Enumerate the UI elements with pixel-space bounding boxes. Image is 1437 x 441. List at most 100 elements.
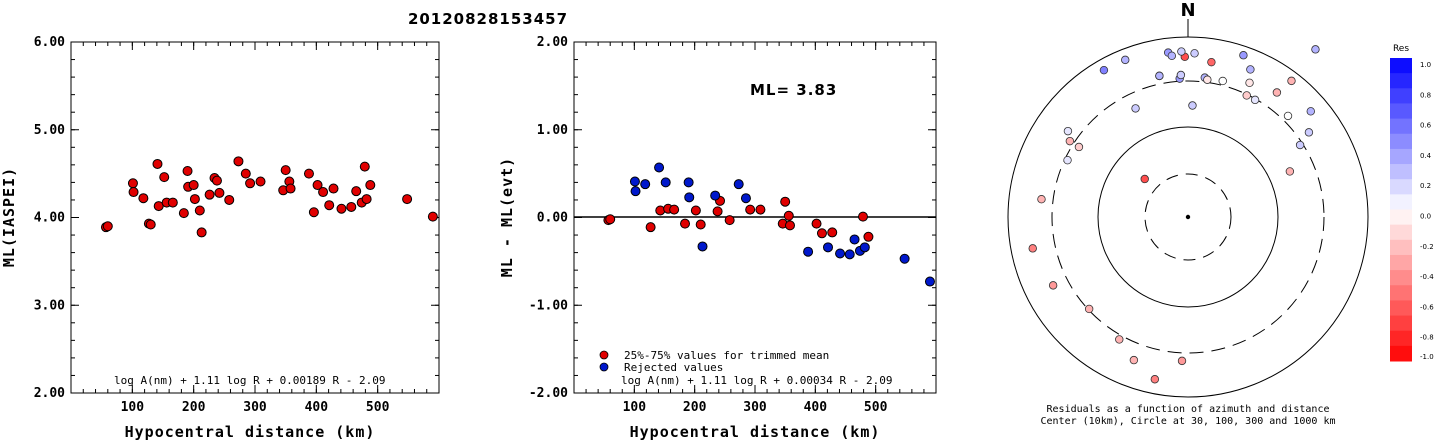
trimmed-residual-point	[690, 205, 701, 216]
ml-station-point	[427, 211, 438, 222]
colorbar-tick-label: 0.0	[1420, 213, 1431, 221]
azimuth-residual-point	[1074, 142, 1084, 152]
colorbar-segment	[1390, 73, 1412, 89]
ml-y-tick-label: 2.00	[34, 386, 65, 401]
ml-x-tick-label: 100	[121, 400, 145, 415]
azimuth-residual-point	[1272, 88, 1282, 97]
ml-x-tick-label: 200	[182, 400, 206, 415]
azimuth-residual-point	[1177, 356, 1187, 366]
ml-station-point	[328, 183, 339, 194]
ml-station-point	[346, 201, 357, 212]
ml-station-point	[324, 200, 335, 211]
azimuth-residual-point	[1121, 55, 1130, 65]
azimuth-residual-point	[1190, 49, 1199, 58]
ring-100km	[1097, 126, 1279, 308]
colorbar-segment	[1390, 254, 1412, 271]
trimmed-residual-point	[680, 218, 691, 229]
north-label: N	[1180, 0, 1195, 21]
azimuth-residual-point	[1115, 335, 1124, 344]
azimuth-residual-point	[1099, 65, 1109, 75]
azimuth-panel: N Residuals as a function of azimuth and…	[1007, 0, 1434, 427]
ml-station-point	[233, 156, 244, 167]
ml-station-point	[194, 205, 205, 216]
ml-x-tick-label: 500	[366, 400, 390, 415]
azimuth-residual-point	[1167, 51, 1177, 61]
trimmed-residual-point	[784, 220, 795, 231]
azimuth-residual-point	[1245, 78, 1254, 88]
ml-x-axis-label: Hypocentral distance (km)	[125, 423, 376, 441]
ml-station-point	[365, 180, 376, 191]
azimuth-residual-point	[1063, 126, 1073, 136]
trimmed-residual-point	[645, 222, 656, 233]
ml-y-tick-label: 6.00	[34, 35, 65, 50]
colorbar-title: Res	[1393, 44, 1409, 54]
ml-station-point	[178, 208, 189, 219]
ml-station-point	[285, 183, 296, 194]
trimmed-residual-point	[724, 215, 735, 226]
colorbar-segment	[1390, 270, 1412, 286]
rejected-residual-point	[697, 241, 708, 252]
ml-station-point	[188, 180, 199, 191]
azimuth-residual-point	[1065, 136, 1075, 146]
rejected-residual-point	[683, 177, 694, 188]
residual-y-tick-label: 0.00	[537, 211, 568, 226]
colorbar-segment	[1390, 133, 1412, 150]
rejected-residual-point	[924, 276, 935, 287]
residual-x-tick-label: 500	[864, 400, 888, 415]
azimuth-residual-point	[1246, 65, 1255, 74]
rejected-residual-point	[629, 176, 640, 187]
rejected-residual-point	[660, 177, 671, 188]
trimmed-residual-point	[857, 211, 868, 222]
azimuth-residual-point	[1311, 45, 1320, 54]
ml-y-tick-label: 3.00	[34, 298, 65, 313]
trimmed-residual-point	[827, 227, 838, 238]
colorbar-segment	[1390, 58, 1412, 74]
legend-rejected-marker	[599, 362, 609, 372]
azimuth-residual-point	[1250, 95, 1260, 105]
azimuth-residual-point	[1285, 167, 1295, 176]
ml-station-point	[245, 178, 256, 189]
ml-station-point	[224, 194, 235, 205]
colorbar-tick-label: -0.2	[1420, 243, 1434, 251]
azimuth-residual-point	[1239, 51, 1248, 60]
ml-station-point	[211, 175, 222, 186]
azimuth-residual-point	[1131, 104, 1140, 113]
rejected-residual-point	[733, 179, 744, 190]
rejected-residual-point	[710, 190, 721, 201]
azimuth-residual-point	[1084, 304, 1094, 314]
rejected-residual-point	[654, 162, 665, 173]
residual-y-tick-label: -2.00	[529, 386, 568, 401]
colorbar-tick-label: -0.4	[1420, 273, 1434, 281]
ml-station-point	[336, 203, 347, 214]
ml-station-point	[240, 168, 251, 179]
colorbar-segment	[1390, 103, 1412, 120]
ml-panel: 2.00 3.00 4.00 5.00 6.00 100 200 300 400 500 log …	[0, 35, 440, 441]
azimuth-residual-point	[1287, 76, 1296, 86]
epicenter-marker	[1185, 214, 1191, 220]
colorbar-segment	[1390, 164, 1412, 180]
ml-station-point	[167, 197, 178, 208]
azimuth-residual-point	[1037, 195, 1046, 204]
legend-rejected-label: Rejected values	[624, 361, 723, 374]
trimmed-residual-point	[816, 228, 827, 239]
colorbar-tick-label: 1.0	[1420, 61, 1431, 69]
residual-x-tick-label: 300	[743, 400, 767, 415]
colorbar-tick-label: 0.4	[1420, 152, 1432, 160]
ml-station-point	[196, 227, 207, 238]
ml-station-point	[189, 194, 200, 205]
azimuth-residual-point	[1295, 140, 1305, 150]
trimmed-residual-point	[605, 214, 616, 225]
azimuth-residual-point	[1150, 375, 1160, 384]
colorbar-tick-label: 0.2	[1420, 182, 1431, 190]
rejected-residual-point	[684, 192, 695, 203]
colorbar-segment	[1390, 285, 1412, 301]
ml-station-point	[361, 194, 372, 205]
colorbar-segment	[1390, 315, 1412, 332]
azimuth-residual-point	[1207, 57, 1216, 67]
colorbar-segment	[1390, 194, 1412, 210]
ml-formula: log A(nm) + 1.11 log R + 0.00189 R - 2.0…	[114, 374, 386, 387]
ml-station-point	[312, 180, 323, 191]
ml-y-tick-label: 4.00	[34, 211, 65, 226]
ml-y-axis-label: ML(IASPEI)	[0, 167, 18, 267]
